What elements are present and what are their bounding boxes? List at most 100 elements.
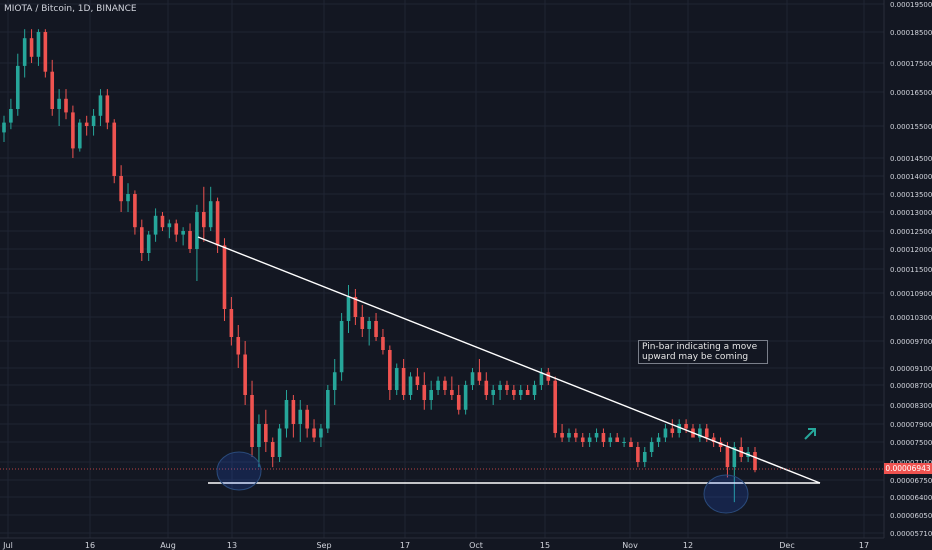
y-tick-label: 0.00013000 (890, 209, 932, 217)
candle-body (601, 433, 606, 442)
candle-body (525, 390, 530, 395)
annotation-note[interactable]: Pin-bar indicating a move upward may be … (638, 340, 768, 364)
candle-body (353, 297, 358, 317)
x-tick-label: 17 (859, 541, 869, 550)
candle-body (270, 442, 275, 457)
price-axis[interactable]: 0.00019500 0.00018500 0.00017500 0.00016500… (890, 1, 932, 538)
x-tick-label: 13 (227, 541, 237, 550)
candle-body (587, 437, 592, 442)
candle-body (360, 317, 365, 329)
candle-body (546, 372, 551, 381)
candle-body (146, 234, 151, 253)
candle-body (291, 400, 296, 424)
x-tick-label: Aug (160, 541, 176, 550)
support-circle-left[interactable] (216, 451, 262, 491)
candle-body (64, 98, 68, 113)
time-axis[interactable]: Jul 16 Aug 13 Sep 17 Oct 15 Nov 12 Dec 17 (2, 541, 869, 550)
x-tick-label: Dec (779, 541, 794, 550)
candle-body (594, 433, 599, 438)
candle-body (50, 71, 55, 109)
candle-body (436, 380, 440, 390)
up-arrow-icon[interactable] (802, 426, 818, 442)
candle-body (663, 428, 668, 438)
candle-body (174, 223, 179, 235)
candle-body (567, 433, 571, 438)
candle-body (126, 194, 130, 202)
y-tick-label: 0.00009700 (890, 338, 932, 346)
y-tick-label: 0.00006050 (890, 512, 932, 520)
candle-body (36, 32, 41, 57)
candle-body (415, 376, 420, 385)
candle-body (394, 368, 399, 390)
candle-body (518, 390, 523, 395)
candle-body (277, 428, 282, 457)
candle-body (29, 38, 34, 57)
descending-trendline[interactable] (197, 236, 821, 484)
candle-body (381, 337, 385, 350)
candle-body (160, 215, 165, 228)
x-tick-label: 12 (683, 541, 693, 550)
candle-body (498, 385, 502, 390)
candle-body (91, 115, 96, 126)
candle-body (725, 447, 730, 468)
candle-body (670, 428, 675, 433)
candle-body (15, 65, 20, 109)
y-tick-label: 0.00014000 (890, 173, 932, 181)
y-tick-label: 0.00008700 (890, 382, 932, 390)
candle-body (202, 212, 206, 228)
candle-body (105, 95, 110, 123)
y-tick-label: 0.00017500 (890, 60, 932, 68)
y-tick-label: 0.00007500 (890, 439, 932, 447)
y-tick-label: 0.00005710 (890, 530, 932, 538)
candle-body (636, 447, 640, 462)
candle-body (574, 433, 578, 438)
y-tick-label: 0.00011500 (890, 266, 932, 274)
candle-body (450, 390, 454, 395)
candle-body (367, 321, 371, 329)
candle-body (512, 390, 516, 395)
candle-body (711, 437, 716, 442)
y-tick-label: 0.00010900 (890, 290, 932, 298)
candle-body (718, 442, 723, 447)
candle-body (319, 428, 323, 438)
y-tick-label: 0.00008300 (890, 402, 932, 410)
candle-body (298, 409, 303, 424)
candle-body (139, 227, 144, 253)
candle-body (71, 112, 75, 149)
candle-body (429, 390, 433, 400)
candle-body (312, 428, 316, 438)
x-tick-label: Nov (622, 541, 638, 550)
y-tick-label: 0.00006400 (890, 494, 932, 502)
candle-body (580, 437, 585, 442)
y-tick-label: 0.00010300 (890, 314, 932, 322)
candle-body (215, 201, 220, 246)
y-tick-label: 0.00013500 (890, 191, 932, 199)
candle-body (208, 201, 213, 228)
candle-body (484, 380, 489, 395)
symbol-title: MIOTA / Bitcoin, 1D, BINANCE (4, 4, 137, 14)
y-tick-label: 0.00018500 (890, 29, 932, 37)
candle-body (284, 400, 289, 429)
candles (2, 29, 757, 503)
y-tick-label: 0.00009100 (890, 365, 932, 373)
candle-body (326, 390, 330, 429)
candle-body (222, 245, 227, 309)
last-price-tag: 0.00006943 (884, 463, 932, 474)
candle-body (133, 194, 137, 228)
candle-body (374, 321, 378, 337)
candle-body (649, 442, 654, 452)
candle-body (236, 337, 241, 355)
y-tick-label: 0.00012000 (890, 246, 932, 254)
candle-body (243, 354, 247, 395)
candle-body (57, 98, 61, 109)
annotation-line-2: upward may be coming (642, 352, 749, 362)
candle-body (491, 390, 495, 395)
candle-body (22, 38, 27, 66)
y-tick-label: 0.00015500 (890, 123, 932, 131)
candle-body (332, 372, 337, 390)
candle-body (264, 424, 268, 442)
support-circle-right[interactable] (703, 474, 749, 514)
candle-body (305, 409, 309, 429)
candle-body (257, 424, 261, 447)
